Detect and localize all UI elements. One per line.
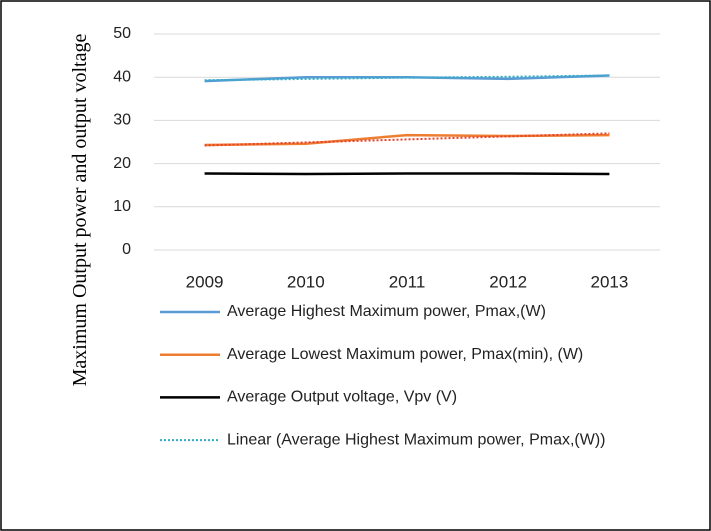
y-tick-label: 20 [113, 155, 131, 172]
x-tick-label: 2010 [287, 272, 325, 291]
x-tick-label: 2012 [489, 272, 527, 291]
x-tick-label: 2009 [186, 272, 224, 291]
y-axis-label: Maximum Output power and output voltage [69, 33, 91, 387]
legend-label: Average Lowest Maximum power, Pmax(min),… [227, 346, 583, 363]
series-line [204, 132, 610, 147]
x-tick-label: 2013 [590, 272, 628, 291]
legend-label: Average Output voltage, Vpv (V) [227, 389, 457, 406]
y-tick-label: 50 [113, 25, 131, 42]
legend-label: Linear (Average Highest Maximum power, P… [227, 431, 606, 448]
x-tick-label: 2011 [389, 272, 426, 291]
y-tick-label: 30 [113, 112, 131, 129]
y-tick-label: 0 [122, 241, 131, 258]
y-tick-label: 10 [113, 198, 131, 215]
legend-label: Average Highest Maximum power, Pmax,(W) [227, 303, 546, 320]
y-tick-label: 40 [113, 68, 131, 85]
series-line [204, 74, 610, 82]
series-line [204, 74, 610, 83]
